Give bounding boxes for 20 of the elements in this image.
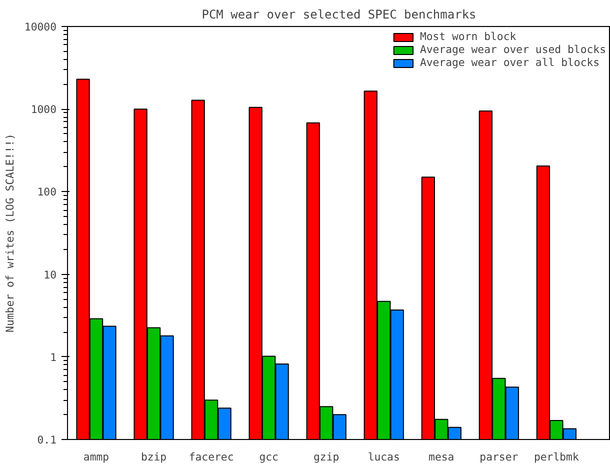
- y-tick-label: 10: [44, 268, 57, 282]
- x-tick-label: parser: [480, 450, 519, 464]
- y-tick-label: 1: [50, 350, 57, 364]
- y-axis-title: Number of writes (LOG SCALE!!!): [3, 134, 16, 332]
- x-tick-label: facerec: [188, 450, 234, 464]
- x-tick-label: gzip: [314, 450, 340, 464]
- x-tick-label: bzip: [140, 450, 167, 464]
- legend-label: Average wear over all blocks: [420, 56, 600, 69]
- y-tick-label: 0.1: [37, 434, 57, 446]
- x-tick-label: mesa: [428, 450, 454, 464]
- legend-label: Most worn block: [420, 30, 516, 43]
- x-tick-label: lucas: [368, 450, 400, 464]
- chart-title: PCM wear over selected SPEC benchmarks: [202, 8, 476, 22]
- x-tick-label: gcc: [259, 450, 278, 464]
- legend-label: Average wear over used blocks: [420, 43, 606, 56]
- x-tick-label: perlbmk: [534, 450, 580, 464]
- x-tick-label: ammp: [83, 450, 110, 464]
- y-tick-label: 1000: [30, 103, 57, 116]
- y-tick-label: 100: [37, 186, 57, 199]
- y-tick-label: 10000: [24, 20, 56, 34]
